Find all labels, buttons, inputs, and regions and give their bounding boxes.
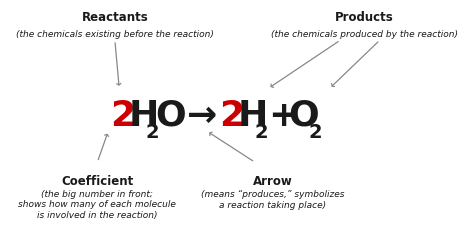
Text: O: O [289, 99, 319, 132]
Text: 2: 2 [146, 122, 159, 141]
Text: +: + [268, 99, 299, 132]
Text: H: H [238, 99, 268, 132]
Text: (means “produces,” symbolizes
a reaction taking place): (means “produces,” symbolizes a reaction… [201, 190, 344, 209]
Text: O: O [155, 99, 186, 132]
Text: Arrow: Arrow [253, 174, 292, 187]
Text: Coefficient: Coefficient [61, 174, 134, 187]
Text: Products: Products [335, 12, 394, 24]
Text: 2: 2 [219, 99, 245, 132]
Text: 2: 2 [255, 122, 268, 141]
Text: 2: 2 [110, 99, 136, 132]
Text: (the big number in front;
shows how many of each molecule
is involved in the rea: (the big number in front; shows how many… [18, 189, 176, 219]
Text: Reactants: Reactants [82, 12, 148, 24]
Text: H: H [129, 99, 159, 132]
Text: (the chemicals existing before the reaction): (the chemicals existing before the react… [16, 30, 214, 39]
Text: →: → [187, 99, 217, 132]
Text: 2: 2 [308, 122, 322, 141]
Text: (the chemicals produced by the reaction): (the chemicals produced by the reaction) [271, 30, 458, 39]
